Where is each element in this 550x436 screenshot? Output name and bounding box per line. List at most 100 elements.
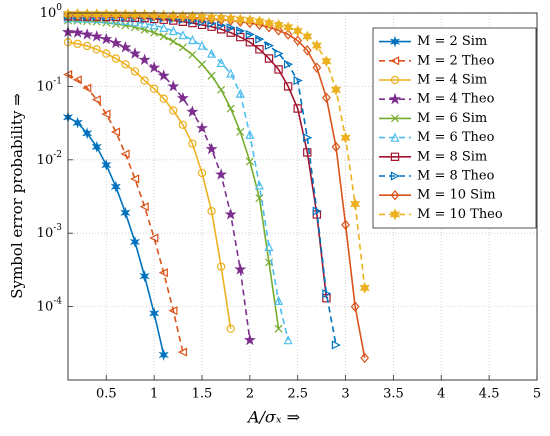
data-point xyxy=(121,60,130,69)
data-point xyxy=(207,48,217,58)
data-point xyxy=(159,22,169,32)
data-point xyxy=(101,109,111,119)
data-point xyxy=(188,50,197,59)
legend-label: M = 8 Theo xyxy=(417,169,495,184)
data-point xyxy=(236,32,245,42)
legend-marker xyxy=(390,132,400,142)
data-point xyxy=(148,307,160,320)
data-point xyxy=(283,335,293,345)
legend-marker xyxy=(389,208,401,221)
data-point xyxy=(234,263,247,275)
data-point xyxy=(167,80,180,92)
legend-label: M = 2 Theo xyxy=(417,53,495,68)
data-point xyxy=(72,8,83,20)
data-point xyxy=(63,38,73,47)
data-point xyxy=(119,41,132,53)
data-point xyxy=(149,84,159,93)
data-point xyxy=(207,71,216,80)
data-point xyxy=(158,348,169,361)
data-point xyxy=(283,21,294,34)
x-tick-label: 3 xyxy=(341,387,349,402)
data-point xyxy=(321,55,332,68)
data-point xyxy=(101,8,112,21)
y-tick-label: 10-2 xyxy=(37,149,62,167)
data-point xyxy=(245,38,255,47)
data-point xyxy=(243,333,256,346)
data-point xyxy=(274,65,283,74)
series-line xyxy=(67,17,289,341)
data-point xyxy=(312,206,322,216)
data-point xyxy=(139,270,150,283)
data-point xyxy=(148,61,161,73)
plot-frame xyxy=(67,12,538,381)
y-tick-label: 100 xyxy=(40,3,63,21)
data-point xyxy=(340,131,351,144)
data-point xyxy=(71,26,84,38)
data-point xyxy=(235,88,245,98)
data-point xyxy=(187,10,198,23)
data-point xyxy=(169,106,178,115)
data-point xyxy=(235,13,246,26)
data-point xyxy=(293,104,302,113)
data-point xyxy=(196,10,208,23)
data-point xyxy=(225,12,236,25)
series-line xyxy=(67,41,232,329)
data-point xyxy=(331,141,341,153)
data-point xyxy=(159,32,168,41)
data-point xyxy=(120,8,131,21)
data-point xyxy=(350,198,361,210)
data-point xyxy=(178,43,187,52)
data-point xyxy=(158,268,168,278)
data-point xyxy=(187,34,197,45)
data-point xyxy=(195,121,209,134)
data-point xyxy=(111,54,121,63)
data-point xyxy=(176,91,189,104)
data-point xyxy=(226,324,235,333)
data-point xyxy=(255,34,265,44)
legend-marker xyxy=(389,35,401,48)
x-tick-label: 4 xyxy=(437,387,445,402)
data-point xyxy=(255,45,264,54)
data-point xyxy=(129,8,141,21)
legend-marker xyxy=(388,92,402,105)
legend-label: M = 6 Sim xyxy=(417,111,487,126)
data-point xyxy=(206,11,217,24)
data-point xyxy=(216,262,226,271)
data-point xyxy=(216,11,227,24)
data-point xyxy=(254,15,265,28)
data-point xyxy=(264,54,274,63)
data-point xyxy=(169,37,178,46)
data-point xyxy=(244,14,255,27)
data-point xyxy=(216,57,226,67)
data-point xyxy=(322,92,331,104)
legend-label: M = 10 Theo xyxy=(417,207,503,222)
data-point xyxy=(92,45,101,54)
data-point xyxy=(138,53,151,65)
data-point xyxy=(128,47,142,59)
data-point xyxy=(102,49,111,58)
y-axis-label: Symbol error probability ⇒ xyxy=(8,93,26,299)
series-line xyxy=(67,73,184,353)
data-point xyxy=(130,174,140,184)
data-point xyxy=(350,301,360,312)
data-point xyxy=(264,40,274,51)
data-point xyxy=(360,352,370,364)
data-point xyxy=(245,157,254,166)
data-point xyxy=(236,26,246,36)
data-point xyxy=(254,180,264,190)
data-point xyxy=(263,17,275,29)
data-point xyxy=(341,219,350,231)
y-tick-label: 10-3 xyxy=(37,223,63,241)
data-point xyxy=(245,129,255,139)
data-point xyxy=(264,21,274,33)
data-point xyxy=(178,120,188,129)
data-point xyxy=(149,233,159,243)
data-point xyxy=(81,28,94,40)
data-point xyxy=(139,202,149,212)
data-point xyxy=(283,29,293,40)
data-point xyxy=(82,83,92,93)
data-point xyxy=(274,295,284,305)
data-point xyxy=(197,40,207,50)
data-point xyxy=(149,20,159,30)
